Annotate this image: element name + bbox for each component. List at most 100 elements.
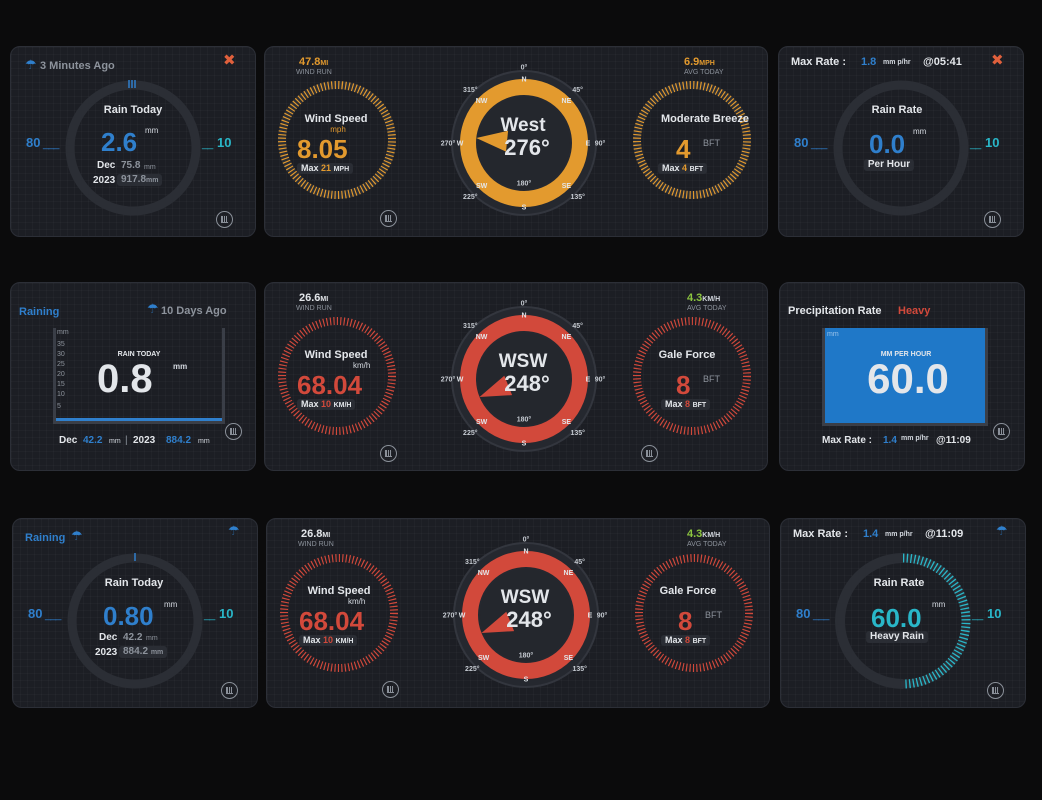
compass-label: SE xyxy=(562,419,572,426)
wind-card: 26.8MI WIND RUN Wind Speed km/h 68.04 Ma… xyxy=(266,518,770,708)
compass-label: E xyxy=(586,377,591,384)
umbrella-icon: ☂ xyxy=(71,528,83,543)
wind-speed-max: Max 10 KM/H xyxy=(299,635,358,646)
scale-right: 10 xyxy=(985,135,1000,150)
compass-label: 315° xyxy=(465,558,480,566)
year-label: 2023 xyxy=(95,647,118,658)
history-chart-icon[interactable] xyxy=(380,210,397,227)
wind-direction-degrees: 276° xyxy=(504,135,550,160)
month-value: 42.2 xyxy=(123,632,143,643)
history-chart-icon[interactable] xyxy=(225,423,242,440)
last-rain-ago: 3 Minutes Ago xyxy=(40,60,115,72)
wind-direction-pointer xyxy=(481,611,515,633)
year-value: 917.8mm xyxy=(117,174,163,186)
no-rain-icon: ✖ xyxy=(991,52,1004,69)
history-chart-icon[interactable] xyxy=(380,445,397,462)
rain-tank xyxy=(53,328,225,424)
compass-label: W xyxy=(457,141,464,148)
compass-label: S xyxy=(522,441,527,448)
compass-label: 90° xyxy=(595,376,606,384)
wind-direction-pointer xyxy=(476,130,509,152)
compass-label: NW xyxy=(476,98,488,105)
max-rate-unit: mm p/hr xyxy=(901,435,929,442)
rain-rate-unit: mm xyxy=(913,127,927,136)
history-chart-icon[interactable] xyxy=(382,681,399,698)
compass-label: 225° xyxy=(463,429,478,437)
compass-label: 180° xyxy=(519,652,534,660)
wind-speed-max: Max 21 MPH xyxy=(297,163,354,174)
compass-label: S xyxy=(522,205,527,212)
umbrella-icon: ☂ xyxy=(147,301,159,316)
month-unit: mm xyxy=(146,635,158,642)
history-chart-icon[interactable] xyxy=(984,211,1001,228)
precip-value: 60.0 xyxy=(867,355,949,402)
compass-label: NE xyxy=(562,334,572,341)
rain-gauge-ring xyxy=(67,553,203,689)
beaufort-label: Gale Force xyxy=(658,349,716,361)
month-unit: mm xyxy=(109,438,121,445)
compass-label: 0° xyxy=(523,536,530,544)
rain-today-card: Raining ☂ 10 Days Ago mm 35 30 25 20 15 … xyxy=(10,282,256,471)
beaufort-label: Moderate Breeze xyxy=(660,113,750,125)
umbrella-icon: ☂ xyxy=(996,523,1008,538)
precip-tank xyxy=(822,328,988,426)
wind-speed-label: Wind Speed xyxy=(307,585,371,597)
beaufort-label: Gale Force xyxy=(659,585,717,597)
history-chart-icon[interactable] xyxy=(993,423,1010,440)
rain-rate-sub: Heavy Rain xyxy=(866,631,928,643)
compass-label: W xyxy=(457,377,464,384)
month-unit: mm xyxy=(144,164,156,171)
scale-right: 10 xyxy=(987,606,1002,621)
tank-unit: mm xyxy=(827,331,839,338)
max-rate-time: @11:09 xyxy=(936,435,971,446)
history-chart-icon[interactable] xyxy=(987,682,1004,699)
wind-direction-degrees: 248° xyxy=(504,371,550,396)
rain-today-label: Rain Today xyxy=(104,577,164,589)
wind-speed-ring xyxy=(278,81,396,199)
history-chart-icon[interactable] xyxy=(216,211,233,228)
wind-speed-label: Wind Speed xyxy=(304,349,368,361)
rain-today-value: 0.80 xyxy=(103,601,154,631)
wind-run-value: 26.6MI xyxy=(299,292,329,304)
compass-face xyxy=(478,97,570,189)
compass-colored-ring xyxy=(460,79,588,207)
max-rate-value: 1.4 xyxy=(863,528,879,540)
year-value: 884.2 xyxy=(166,435,192,446)
wind-speed-label: Wind Speed xyxy=(304,113,368,125)
rain-status: Raining xyxy=(25,532,66,544)
precip-title: Precipitation Rate xyxy=(788,305,882,317)
avg-wind-label: AVG TODAY xyxy=(687,541,727,548)
avg-wind-label: AVG TODAY xyxy=(687,305,727,312)
max-rate-label: Max Rate : xyxy=(793,528,849,540)
rain-today-unit: mm xyxy=(164,600,178,609)
wind-direction-pointer xyxy=(479,375,513,397)
scale-left: 80 xyxy=(796,606,811,621)
avg-wind-value: 4.3KM/H xyxy=(687,292,721,304)
max-rate-unit: mm p/hr xyxy=(885,531,913,538)
wind-direction-compass: N NE E SE S SW W NW 0° 45° 90° 135° 180° 225° 270° 315° xyxy=(441,300,606,452)
wind-direction-text: WSW xyxy=(498,351,548,372)
wind-speed-unit: km/h xyxy=(348,597,366,606)
wind-run-value: 26.8MI xyxy=(301,528,331,540)
compass-label: W xyxy=(459,613,466,620)
compass-label: 135° xyxy=(572,665,587,673)
wind-direction-text: West xyxy=(500,115,546,136)
compass-face xyxy=(480,569,572,661)
rain-rate-label: Rain Rate xyxy=(871,104,923,116)
beaufort-unit: BFT xyxy=(703,374,720,384)
rain-rate-sub: Per Hour xyxy=(863,159,915,171)
max-rate-label: Max Rate : xyxy=(822,435,873,446)
rain-rate-ring xyxy=(835,553,971,689)
compass-label: 135° xyxy=(570,429,585,437)
wind-speed-ring xyxy=(280,554,398,672)
umbrella-icon: ☂ xyxy=(25,57,37,72)
compass-label: 270° xyxy=(441,376,456,384)
compass-label: NE xyxy=(562,98,572,105)
year-value: 884.2 mm xyxy=(119,646,168,658)
rain-rate-label: Rain Rate xyxy=(873,577,925,589)
rain-status: Raining xyxy=(19,306,60,318)
month-value: 75.8 xyxy=(121,160,141,171)
history-chart-icon[interactable] xyxy=(641,445,658,462)
beaufort-ring xyxy=(633,81,751,199)
history-chart-icon[interactable] xyxy=(221,682,238,699)
